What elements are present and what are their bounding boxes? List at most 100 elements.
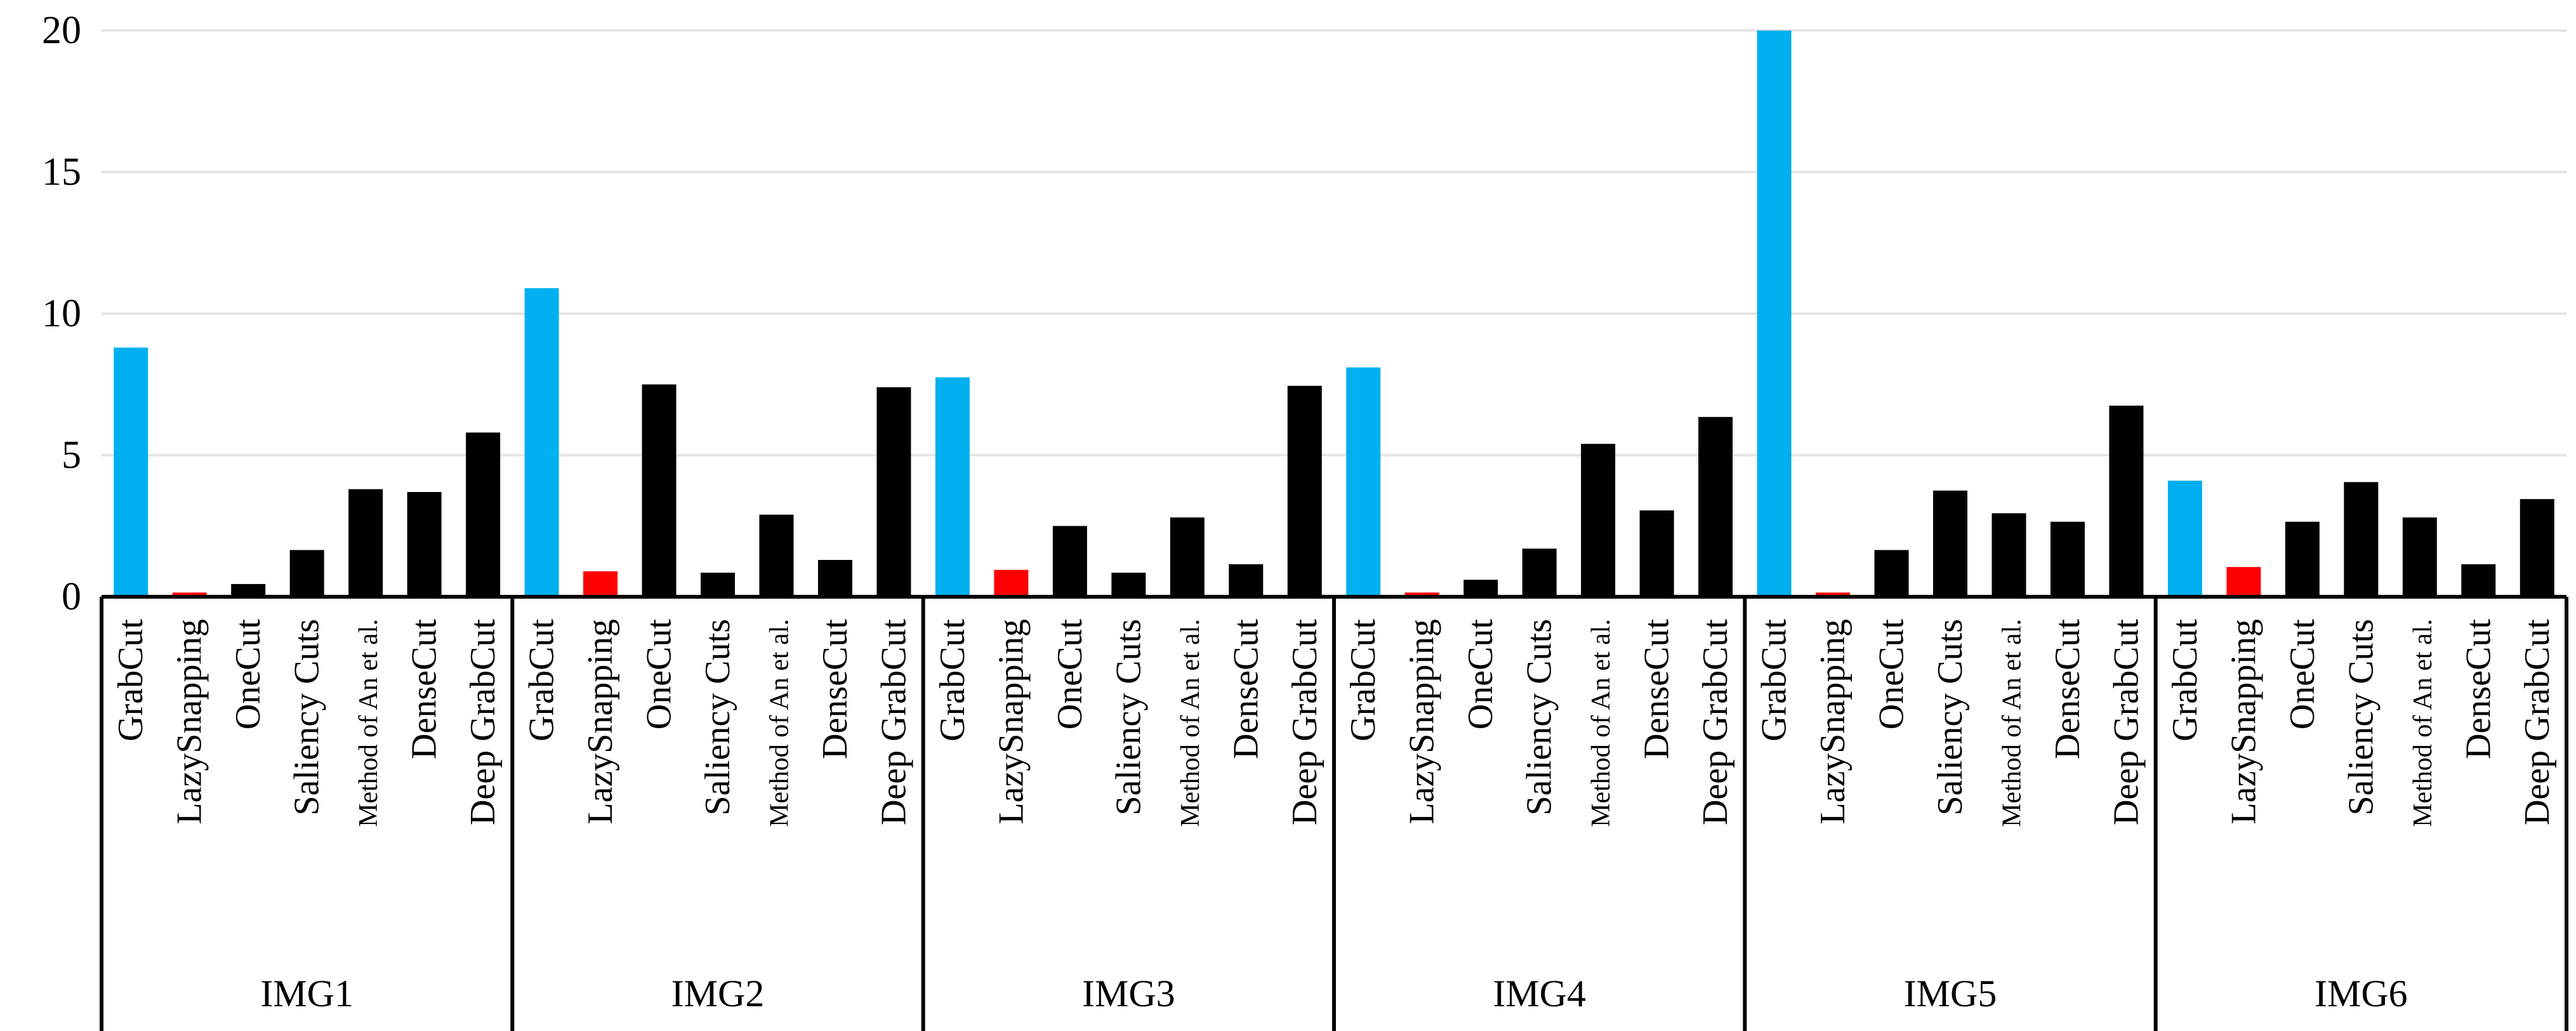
bar-img4-saliency-cuts — [1522, 549, 1557, 597]
x-tick-label-lazysnapping: LazySnapping — [1813, 619, 1853, 824]
x-tick-label-onecut: OneCut — [1872, 619, 1912, 730]
group-label-img5: IMG5 — [1904, 973, 1997, 1014]
group-label-img6: IMG6 — [2315, 973, 2408, 1014]
bar-img5-grabcut — [1757, 30, 1792, 597]
bar-img5-deep-grabcut — [2109, 405, 2144, 597]
bar-img4-deep-grabcut — [1698, 416, 1733, 597]
x-tick-label-grabcut: GrabCut — [1344, 619, 1383, 742]
bar-img1-method-of-an-et-al — [348, 489, 383, 597]
x-tick-label-saliency-cuts: Saliency Cuts — [698, 619, 737, 816]
x-tick-label-saliency-cuts: Saliency Cuts — [1520, 619, 1559, 816]
bar-img6-deep-grabcut — [2520, 499, 2554, 597]
bar-img3-grabcut — [935, 377, 970, 597]
bar-img3-method-of-an-et-al — [1170, 517, 1205, 597]
bar-img2-method-of-an-et-al — [759, 514, 794, 597]
x-tick-label-deep-grabcut: Deep GrabCut — [1696, 619, 1735, 825]
x-tick-label-deep-grabcut: Deep GrabCut — [2518, 619, 2557, 825]
bars — [114, 30, 2554, 597]
x-tick-label-saliency-cuts: Saliency Cuts — [1109, 619, 1148, 816]
x-tick-label-onecut: OneCut — [640, 619, 679, 730]
bar-img1-lazysnapping — [172, 592, 207, 597]
x-tick-label-method-of-an-et-al: Method of An et al. — [765, 619, 794, 827]
x-tick-label-densecut: DenseCut — [2459, 619, 2498, 759]
bar-img2-deep-grabcut — [876, 387, 911, 597]
bar-img2-lazysnapping — [583, 571, 618, 597]
x-tick-label-densecut: DenseCut — [1226, 619, 1265, 759]
x-tick-label-deep-grabcut: Deep GrabCut — [463, 619, 503, 825]
bar-img2-saliency-cuts — [701, 573, 735, 597]
bar-img6-grabcut — [2167, 481, 2202, 597]
bar-img2-densecut — [817, 560, 852, 597]
bar-img3-lazysnapping — [994, 569, 1029, 597]
bar-img6-saliency-cuts — [2344, 482, 2379, 597]
x-tick-label-method-of-an-et-al: Method of An et al. — [354, 619, 383, 827]
x-tick-label-method-of-an-et-al: Method of An et al. — [1997, 619, 2026, 827]
bar-img6-method-of-an-et-al — [2402, 517, 2437, 597]
x-tick-label-onecut: OneCut — [1461, 619, 1500, 730]
x-tick-label-densecut: DenseCut — [816, 619, 855, 759]
group-label-img1: IMG1 — [260, 973, 353, 1014]
bar-img3-onecut — [1052, 526, 1087, 597]
bar-img6-densecut — [2461, 564, 2496, 597]
y-tick-label: 5 — [62, 434, 81, 477]
group-label-img4: IMG4 — [1493, 973, 1586, 1014]
x-tick-label-onecut: OneCut — [228, 619, 268, 730]
x-tick-label-onecut: OneCut — [2283, 619, 2322, 730]
x-tick-label-deep-grabcut: Deep GrabCut — [1285, 619, 1324, 825]
bar-img2-onecut — [642, 384, 677, 597]
x-tick-label-densecut: DenseCut — [2048, 619, 2087, 759]
bar-img4-grabcut — [1346, 367, 1381, 597]
group-label-img2: IMG2 — [671, 973, 765, 1014]
y-tick-label: 15 — [42, 150, 81, 194]
bar-img2-grabcut — [524, 288, 559, 597]
bar-img5-method-of-an-et-al — [1991, 513, 2026, 597]
bar-img1-densecut — [407, 491, 442, 597]
bar-img3-saliency-cuts — [1111, 573, 1146, 597]
x-tick-label-method-of-an-et-al: Method of An et al. — [1587, 619, 1616, 827]
x-tick-label-grabcut: GrabCut — [522, 619, 562, 742]
bar-img5-densecut — [2050, 521, 2085, 597]
x-tick-label-lazysnapping: LazySnapping — [581, 619, 620, 824]
y-tick-label: 20 — [42, 9, 81, 52]
y-tick-label: 0 — [62, 575, 81, 618]
bar-img5-saliency-cuts — [1933, 490, 1967, 597]
x-tick-label-densecut: DenseCut — [405, 619, 444, 759]
bar-img5-lazysnapping — [1816, 592, 1851, 597]
x-tick-label-lazysnapping: LazySnapping — [1403, 619, 1442, 824]
bar-img4-onecut — [1463, 580, 1498, 597]
x-tick-label-densecut: DenseCut — [1637, 619, 1677, 759]
bar-img4-method-of-an-et-al — [1581, 444, 1616, 597]
x-tick-label-onecut: OneCut — [1050, 619, 1090, 730]
x-tick-label-saliency-cuts: Saliency Cuts — [1931, 619, 1970, 816]
axes — [100, 595, 2568, 1031]
bar-img1-saliency-cuts — [289, 550, 324, 597]
bar-img3-deep-grabcut — [1287, 385, 1322, 597]
category-labels: GrabCut LazySnapping OneCut Saliency Cuts Me… — [111, 619, 2557, 1014]
x-tick-label-grabcut: GrabCut — [1755, 619, 1794, 742]
x-tick-label-method-of-an-et-al: Method of An et al. — [2408, 619, 2438, 827]
bar-img4-densecut — [1639, 510, 1674, 597]
x-tick-label-method-of-an-et-al: Method of An et al. — [1176, 619, 1205, 827]
x-tick-label-deep-grabcut: Deep GrabCut — [874, 619, 913, 825]
x-tick-label-grabcut: GrabCut — [933, 619, 972, 742]
gridlines — [102, 29, 2566, 456]
x-tick-label-lazysnapping: LazySnapping — [2224, 619, 2263, 824]
x-tick-label-grabcut: GrabCut — [111, 619, 150, 742]
x-tick-label-lazysnapping: LazySnapping — [991, 619, 1031, 824]
bar-img3-densecut — [1229, 564, 1264, 597]
x-tick-label-saliency-cuts: Saliency Cuts — [2341, 619, 2381, 816]
bar-img1-grabcut — [114, 347, 149, 597]
bar-img1-deep-grabcut — [466, 432, 501, 597]
bar-img5-onecut — [1874, 550, 1909, 597]
bar-img1-onecut — [231, 583, 266, 597]
y-axis-ticks: 0 5 10 15 20 — [42, 9, 81, 618]
y-tick-label: 10 — [42, 292, 81, 335]
bar-img6-onecut — [2285, 521, 2320, 597]
x-tick-label-saliency-cuts: Saliency Cuts — [287, 619, 327, 816]
x-tick-label-grabcut: GrabCut — [2165, 619, 2205, 742]
x-tick-label-lazysnapping: LazySnapping — [170, 619, 209, 824]
bar-img6-lazysnapping — [2226, 567, 2261, 597]
x-tick-label-deep-grabcut: Deep GrabCut — [2106, 619, 2146, 825]
bar-img4-lazysnapping — [1404, 592, 1439, 597]
